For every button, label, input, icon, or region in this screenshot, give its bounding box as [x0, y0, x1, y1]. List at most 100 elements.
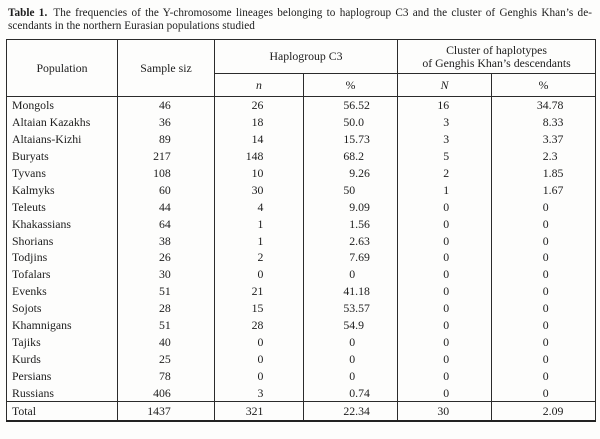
col-group-genghis-cluster: Cluster of haplotypes of Genghis Khan’s d… — [397, 39, 597, 74]
numeric-value: 2 — [257, 250, 264, 265]
sample-size-cell: 406 — [117, 384, 215, 402]
population-cell: Russians — [6, 384, 118, 402]
c3-n-cell: 148 — [214, 147, 304, 165]
numeric-value: 41.18 — [343, 284, 370, 299]
numeric-value: 64 — [159, 216, 171, 231]
cluster-n-cell: 0 — [397, 215, 493, 233]
numeric-value: 9.26 — [349, 166, 370, 180]
population-cell: Khakassians — [6, 215, 118, 233]
cluster-n-cell: 5 — [397, 147, 493, 165]
cluster-percent-cell: 0 — [491, 384, 597, 402]
numeric-value: 0 — [443, 385, 450, 400]
numeric-value: 28 — [159, 301, 171, 316]
header-row-subcolumns: n % N % — [7, 73, 597, 97]
population-cell: Kurds — [6, 350, 118, 368]
cluster-percent-cell: 0 — [491, 232, 597, 250]
numeric-value: 36 — [159, 115, 171, 130]
c3-n-cell: 0 — [214, 265, 304, 283]
numeric-value: 0 — [443, 267, 450, 282]
numeric-value: 0 — [542, 267, 549, 282]
numeric-value: 3 — [257, 385, 264, 400]
population-cell: Buryats — [6, 147, 118, 165]
col-header-cluster-n: N — [397, 73, 493, 97]
total-label-cell: Total — [6, 401, 118, 422]
cluster-n-cell: 0 — [397, 333, 493, 351]
c3-n-cell: 321 — [214, 401, 304, 422]
sample-size-cell: 60 — [117, 181, 215, 199]
caption-line-1: Table 1. The frequencies of the Y-chromos… — [8, 7, 592, 20]
sample-size-cell: 217 — [117, 147, 215, 165]
numeric-value: 2.3 — [542, 149, 558, 164]
population-cell: Tofalars — [6, 265, 118, 283]
numeric-value: 0 — [257, 351, 264, 366]
cluster-percent-cell: 1.67 — [491, 181, 597, 199]
table-body: Mongols 46 26 56.52 16 34.78 Altaian Kazakhs 36… — [6, 96, 597, 402]
c3-n-cell: 15 — [214, 299, 304, 317]
table-row: Khamnigans 51 28 54.9 0 0 — [6, 316, 597, 334]
c3-percent-cell: 0 — [302, 350, 399, 368]
numeric-value: 3.37 — [542, 132, 564, 147]
population-cell: Altaian Kazakhs — [6, 113, 118, 131]
population-cell: Teleuts — [6, 198, 118, 216]
c3-n-cell: 0 — [214, 367, 304, 385]
header-row-groups: Population Sample siz Haplogroup C3 Clus… — [6, 39, 597, 97]
numeric-value: 0 — [443, 284, 450, 299]
numeric-value: 148 — [245, 149, 264, 164]
table-foot: Total 1437 321 22.34 30 2.09 — [6, 401, 597, 422]
population-cell: Todjins — [6, 249, 118, 266]
numeric-value: 0 — [542, 216, 549, 231]
cluster-n-cell: 0 — [397, 350, 493, 368]
numeric-value: 9.09 — [349, 199, 370, 214]
c3-percent-cell: 56.52 — [302, 96, 399, 114]
cluster-n-cell: 0 — [397, 299, 493, 317]
numeric-value: 0 — [443, 301, 450, 316]
col-header-c3-n: n — [214, 73, 304, 97]
c3-n-cell: 18 — [214, 113, 304, 131]
numeric-value: 15 — [251, 301, 264, 316]
table-row: Kalmyks 60 30 50 1 1.67 — [6, 181, 597, 199]
numeric-value: 38 — [159, 233, 171, 248]
population-cell: Tajiks — [6, 333, 118, 351]
numeric-value: 26 — [251, 98, 264, 113]
population-cell: Sojots — [6, 299, 118, 317]
numeric-value: 60 — [159, 182, 171, 197]
numeric-value: 0 — [349, 267, 356, 282]
numeric-value: 16 — [437, 98, 450, 113]
numeric-value: 0 — [443, 199, 450, 214]
caption-text-1: The frequencies of the Y-chromosome line… — [53, 7, 592, 19]
cluster-percent-cell: 0 — [491, 367, 597, 385]
numeric-value: 1.56 — [349, 216, 370, 231]
population-cell: Mongols — [6, 96, 118, 114]
numeric-value: 56.52 — [343, 98, 370, 113]
table-row: Buryats 217 148 68.2 5 2.3 — [6, 147, 597, 165]
c3-percent-cell: 1.56 — [302, 215, 399, 233]
sample-size-cell: 28 — [117, 299, 215, 317]
c3-n-cell: 3 — [214, 384, 304, 402]
numeric-value: 68.2 — [343, 149, 365, 164]
numeric-value: 28 — [251, 318, 264, 333]
cluster-percent-cell: 0 — [491, 282, 597, 300]
c3-n-cell: 0 — [214, 350, 304, 368]
numeric-value: 50 — [343, 182, 356, 197]
cluster-percent-cell: 0 — [491, 333, 597, 351]
cluster-n-cell: 30 — [397, 401, 493, 422]
numeric-value: 26 — [159, 250, 171, 265]
numeric-value: 5 — [443, 149, 450, 164]
c3-n-cell: 2 — [214, 249, 304, 266]
numeric-value: 3 — [443, 115, 450, 130]
cluster-percent-cell: 0 — [491, 198, 597, 216]
c3-percent-cell: 9.26 — [302, 164, 399, 182]
sample-size-cell: 64 — [117, 215, 215, 233]
cluster-header-line-1: Cluster of haplotypes — [446, 42, 547, 57]
numeric-value: 78 — [159, 368, 171, 383]
population-cell: Persians — [6, 367, 118, 385]
c3-percent-cell: 41.18 — [302, 282, 399, 300]
cluster-percent-cell: 0 — [491, 249, 597, 266]
numeric-value: 0 — [443, 216, 450, 231]
col-header-sample-size: Sample siz — [117, 39, 215, 97]
numeric-value: 0 — [443, 233, 450, 248]
numeric-value: 1 — [257, 233, 264, 248]
numeric-value: 8.33 — [542, 115, 564, 130]
table-row: Russians 406 3 0.74 0 0 — [6, 384, 597, 402]
c3-n-cell: 21 — [214, 282, 304, 300]
